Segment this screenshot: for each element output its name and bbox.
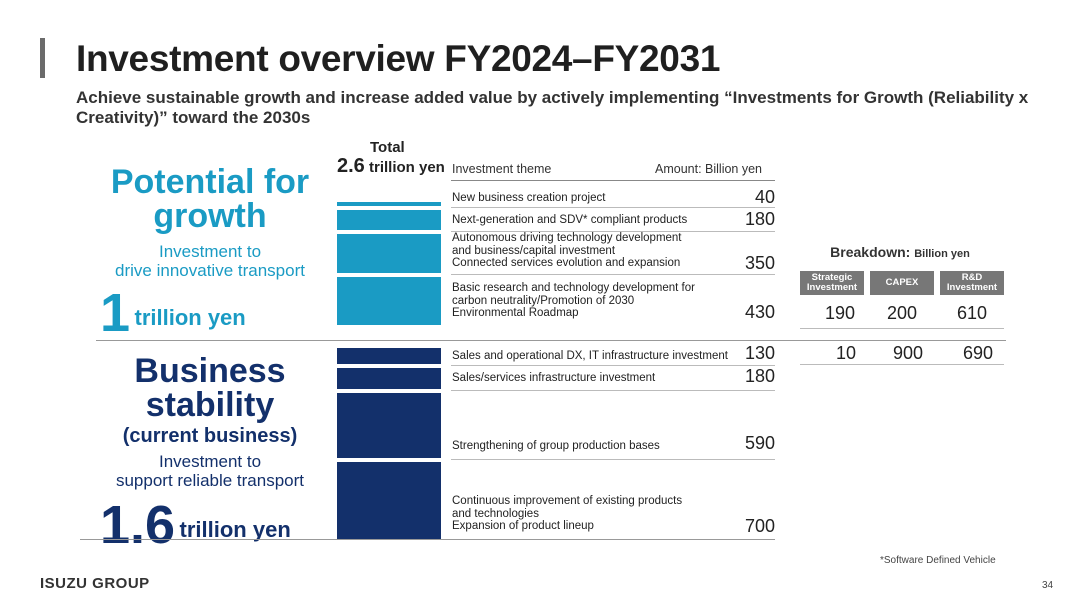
breakdown-rule (800, 328, 1004, 329)
row-rule (451, 274, 775, 275)
breakdown-rule (800, 364, 1004, 365)
theme-line: Environmental Roadmap (452, 307, 579, 319)
theme-line: Next-generation and SDV* compliant produ… (452, 214, 688, 226)
theme-line: carbon neutrality/Promotion of 2030 (452, 294, 635, 307)
growth-subheading-line2: drive innovative transport (115, 261, 305, 280)
growth-subheading-line1: Investment to (158, 242, 262, 261)
growth-amount-cell: 180 (744, 209, 775, 229)
breakdown-growth-strategic: 190 (824, 303, 856, 323)
breakdown-title: Breakdown: Billion yen (800, 244, 1000, 260)
stability-subheading-line2: support reliable transport (115, 471, 305, 490)
stability-bar (337, 368, 441, 389)
growth-amount-cell: 350 (744, 253, 775, 273)
row-rule (451, 365, 775, 366)
theme-line: Strengthening of group production bases (452, 440, 660, 452)
growth-amount-cell: 40 (754, 187, 775, 207)
total-amount: 2.6 trillion yen (337, 155, 445, 178)
total-amount-value: 2.6 (337, 155, 365, 177)
header-line: Strategic (811, 272, 853, 283)
growth-amount-value: 1 (100, 283, 131, 343)
page-subtitle: Achieve sustainable growth and increase … (76, 88, 1029, 127)
stability-amount-cell: 700 (744, 516, 775, 536)
stability-theme: Strengthening of group production bases (452, 440, 752, 453)
growth-bar (337, 234, 441, 273)
breakdown-header-strategic: Strategic Investment (800, 271, 864, 295)
stability-amount-cell: 590 (744, 433, 775, 453)
theme-line: Basic research and technology developmen… (452, 282, 695, 294)
growth-heading-line1: Potential for (110, 163, 310, 201)
growth-amount-unit: trillion yen (134, 305, 246, 330)
table-bottom-rule (80, 539, 775, 540)
header-line: CAPEX (885, 277, 919, 288)
growth-bar (337, 202, 441, 206)
stability-amount-cell: 130 (744, 343, 775, 363)
stability-amount-unit: trillion yen (179, 517, 291, 542)
theme-line: Continuous improvement of existing produ… (452, 495, 683, 507)
stability-theme: Sales and operational DX, IT infrastruct… (452, 350, 742, 363)
growth-amount: 1 trillion yen (100, 282, 340, 344)
row-rule (451, 459, 775, 460)
growth-bar (337, 210, 441, 230)
theme-line: New business creation project (452, 192, 606, 204)
column-header-amount: Amount: Billion yen (655, 162, 763, 176)
header-line: Investment (946, 282, 998, 293)
breakdown-header-capex: CAPEX (870, 271, 934, 295)
header-line: R&D (961, 272, 983, 283)
row-rule (451, 231, 775, 232)
theme-line: Autonomous driving technology developmen… (452, 232, 682, 244)
stability-bar (337, 393, 441, 458)
breakdown-stability-strategic: 10 (835, 343, 857, 363)
breakdown-stability-rnd: 690 (962, 343, 994, 363)
growth-theme: New business creation project (452, 192, 752, 205)
row-rule (451, 390, 775, 391)
footnote: *Software Defined Vehicle (880, 555, 996, 566)
stability-theme: Continuous improvement of existing produ… (452, 495, 752, 533)
stability-amount-value: 1.6 (100, 495, 176, 555)
page-title: Investment overview FY2024–FY2031 (76, 38, 721, 79)
row-rule (451, 207, 775, 208)
theme-line: and business/capital investment (452, 244, 616, 257)
breakdown-stability-capex: 900 (892, 343, 924, 363)
stability-subheading-line1: Investment to (158, 452, 262, 471)
stability-heading-line1: Business (134, 352, 286, 390)
title-accent-bar (40, 38, 45, 78)
breakdown-unit: Billion yen (914, 248, 970, 260)
breakdown-title-text: Breakdown: (830, 244, 911, 260)
growth-theme: Next-generation and SDV* compliant produ… (452, 214, 752, 227)
theme-line: Connected services evolution and expansi… (452, 257, 681, 269)
stability-bar (337, 348, 441, 364)
section-divider (96, 340, 1006, 341)
total-amount-unit: trillion yen (368, 159, 445, 176)
stability-bar (337, 462, 441, 539)
growth-heading-line2: growth (153, 197, 267, 235)
growth-theme: Autonomous driving technology developmen… (452, 232, 752, 270)
breakdown-growth-rnd: 610 (956, 303, 988, 323)
breakdown-growth-capex: 200 (886, 303, 918, 323)
stability-heading-line2: stability (145, 386, 275, 424)
page-number: 34 (1042, 580, 1054, 591)
stability-amount-cell: 180 (744, 366, 775, 386)
header-rule (451, 180, 775, 181)
stability-theme: Sales/services infrastructure investment (452, 372, 752, 385)
breakdown-header-rnd: R&D Investment (940, 271, 1004, 295)
theme-line: Expansion of product lineup (452, 520, 594, 532)
growth-theme: Basic research and technology developmen… (452, 282, 752, 320)
theme-line: Sales/services infrastructure investment (452, 372, 656, 384)
header-line: Investment (806, 282, 858, 293)
stability-heading-line3: (current business) (122, 425, 298, 447)
theme-line: Sales and operational DX, IT infrastruct… (452, 350, 728, 362)
company-logo: ISUZU GROUP (40, 575, 150, 592)
theme-line: and technologies (452, 507, 539, 520)
column-header-theme: Investment theme (452, 162, 552, 176)
stability-amount: 1.6 trillion yen (100, 494, 340, 556)
total-label: Total (370, 139, 405, 156)
growth-bar (337, 277, 441, 325)
growth-amount-cell: 430 (744, 302, 775, 322)
